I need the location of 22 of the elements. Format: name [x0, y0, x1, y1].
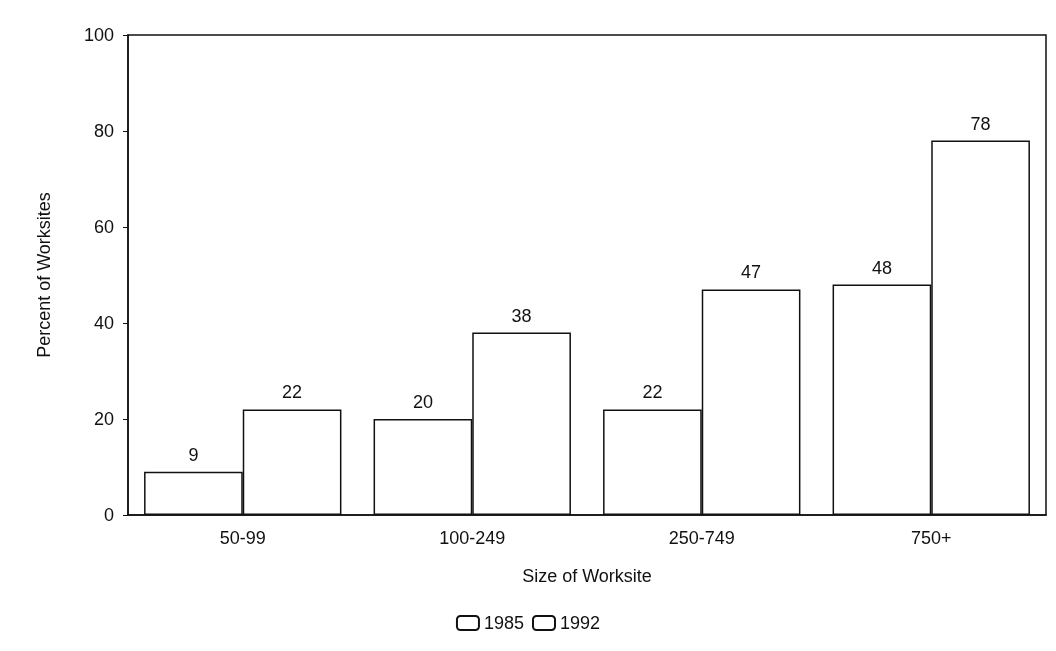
y-axis-title: Percent of Worksites	[34, 192, 54, 358]
y-tick-label: 100	[83, 25, 114, 45]
y-tick-label: 0	[103, 505, 114, 525]
data-label: 22	[282, 382, 303, 403]
y-tick-label: 80	[93, 121, 114, 141]
data-label: 78	[970, 113, 991, 134]
data-label: 20	[412, 392, 433, 412]
y-tick-label: 20	[93, 409, 114, 429]
x-tick-label: 250-749	[668, 528, 735, 548]
x-tick-label: 50-99	[219, 528, 266, 548]
legend-label: 1992	[560, 613, 601, 633]
data-label: 22	[642, 382, 663, 403]
y-tick-label: 60	[93, 217, 114, 237]
data-label: 48	[871, 257, 892, 278]
legend-label: 1985	[483, 613, 524, 633]
x-axis-title: Size of Worksite	[522, 566, 652, 586]
data-label: 47	[741, 262, 762, 283]
y-tick-label: 40	[93, 313, 114, 333]
x-tick-label: 100-249	[439, 528, 506, 548]
data-label: 9	[188, 444, 199, 465]
data-label: 38	[511, 305, 532, 326]
x-tick-label: 750+	[910, 528, 952, 548]
